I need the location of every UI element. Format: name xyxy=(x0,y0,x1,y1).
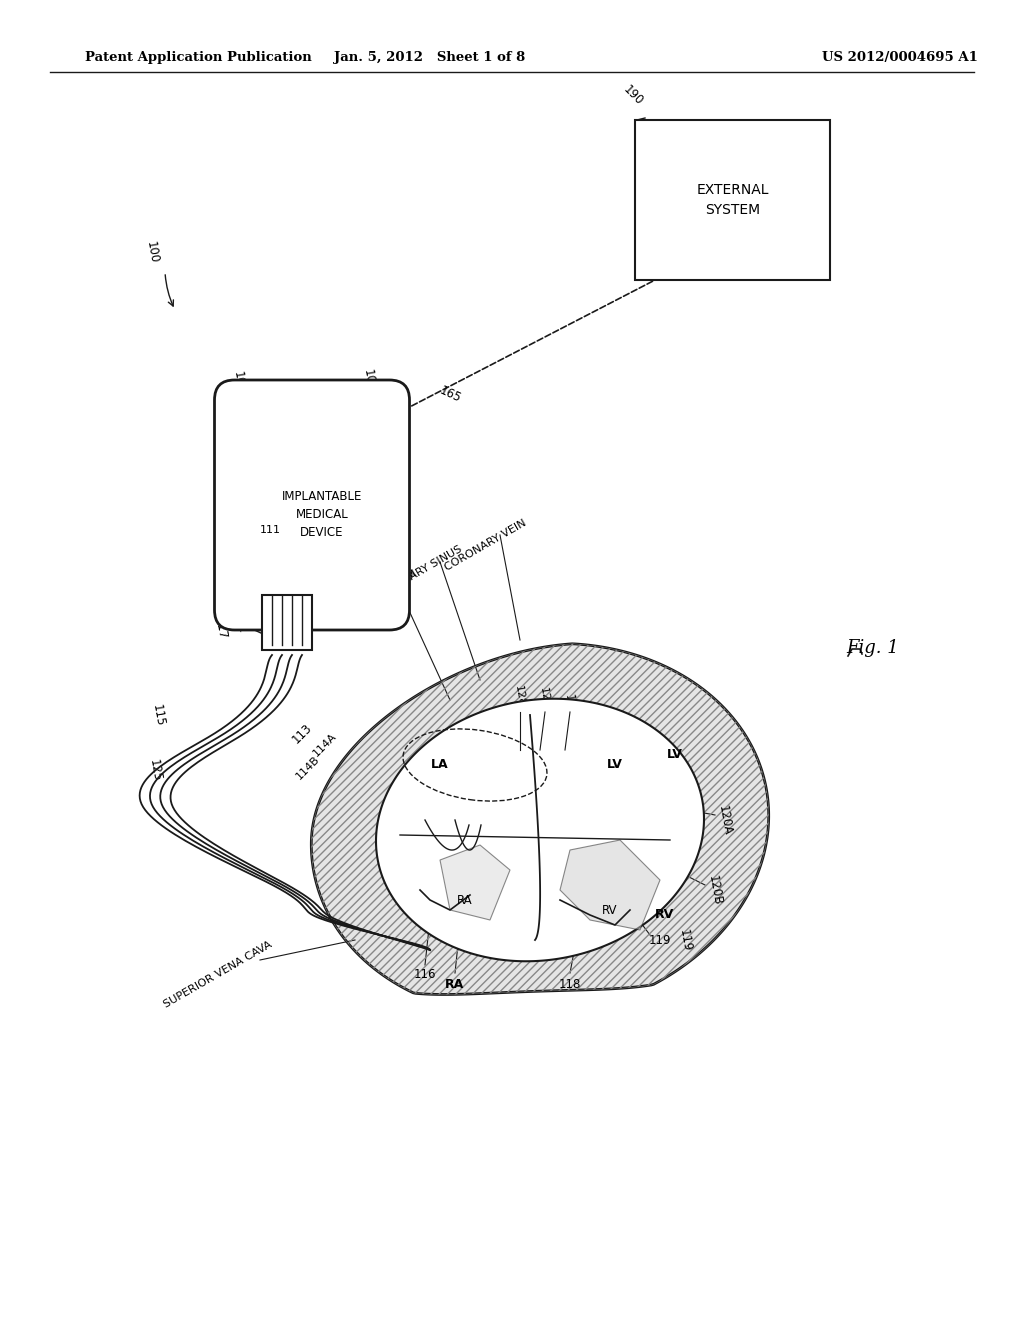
Text: 110: 110 xyxy=(214,606,230,630)
Text: US 2012/0004695 A1: US 2012/0004695 A1 xyxy=(822,51,978,65)
Text: ATRIAL SEPTUM: ATRIAL SEPTUM xyxy=(338,569,418,622)
Text: 128B: 128B xyxy=(513,685,527,715)
Text: CORONARY VEIN: CORONARY VEIN xyxy=(443,517,528,573)
Text: 118: 118 xyxy=(559,978,582,991)
Polygon shape xyxy=(376,698,703,961)
Text: Jan. 5, 2012   Sheet 1 of 8: Jan. 5, 2012 Sheet 1 of 8 xyxy=(335,51,525,65)
Text: 123: 123 xyxy=(561,693,579,717)
Text: 120B: 120B xyxy=(706,874,724,906)
Text: 114B: 114B xyxy=(294,754,322,781)
Text: 128A: 128A xyxy=(538,686,552,717)
Bar xyxy=(262,595,312,649)
Text: LV: LV xyxy=(667,748,683,762)
Text: RV: RV xyxy=(602,903,617,916)
Text: SUPERIOR VENA CAVA: SUPERIOR VENA CAVA xyxy=(162,940,273,1010)
Text: Fig. 1: Fig. 1 xyxy=(847,639,899,657)
Text: RV: RV xyxy=(655,908,675,921)
Text: 120A: 120A xyxy=(716,804,734,836)
Text: 111: 111 xyxy=(259,525,281,535)
Text: IMPLANTABLE
MEDICAL
DEVICE: IMPLANTABLE MEDICAL DEVICE xyxy=(282,491,362,540)
Text: 119: 119 xyxy=(649,933,672,946)
Text: RA: RA xyxy=(457,894,473,907)
Text: RA: RA xyxy=(445,978,465,991)
Text: 100: 100 xyxy=(143,240,161,264)
Text: LV: LV xyxy=(607,759,623,771)
Text: LA: LA xyxy=(431,759,449,771)
Bar xyxy=(635,120,830,280)
Text: 114A: 114A xyxy=(311,731,339,759)
Text: 105: 105 xyxy=(361,368,378,392)
FancyBboxPatch shape xyxy=(214,380,410,630)
Text: 107: 107 xyxy=(231,370,248,395)
Text: 117: 117 xyxy=(212,616,228,640)
Text: 125: 125 xyxy=(146,758,164,783)
Text: 121: 121 xyxy=(231,610,249,635)
Text: 119: 119 xyxy=(677,928,693,952)
Text: 113: 113 xyxy=(290,722,314,747)
Text: 115: 115 xyxy=(150,702,166,727)
Polygon shape xyxy=(560,840,660,931)
Text: EXTERNAL
SYSTEM: EXTERNAL SYSTEM xyxy=(696,182,769,218)
Polygon shape xyxy=(311,644,769,994)
Text: 116: 116 xyxy=(414,969,436,982)
Text: 190: 190 xyxy=(621,83,645,108)
Polygon shape xyxy=(440,845,510,920)
Text: CORONARY SINUS: CORONARY SINUS xyxy=(372,544,464,602)
Text: 165: 165 xyxy=(437,384,463,405)
Text: Patent Application Publication: Patent Application Publication xyxy=(85,51,311,65)
